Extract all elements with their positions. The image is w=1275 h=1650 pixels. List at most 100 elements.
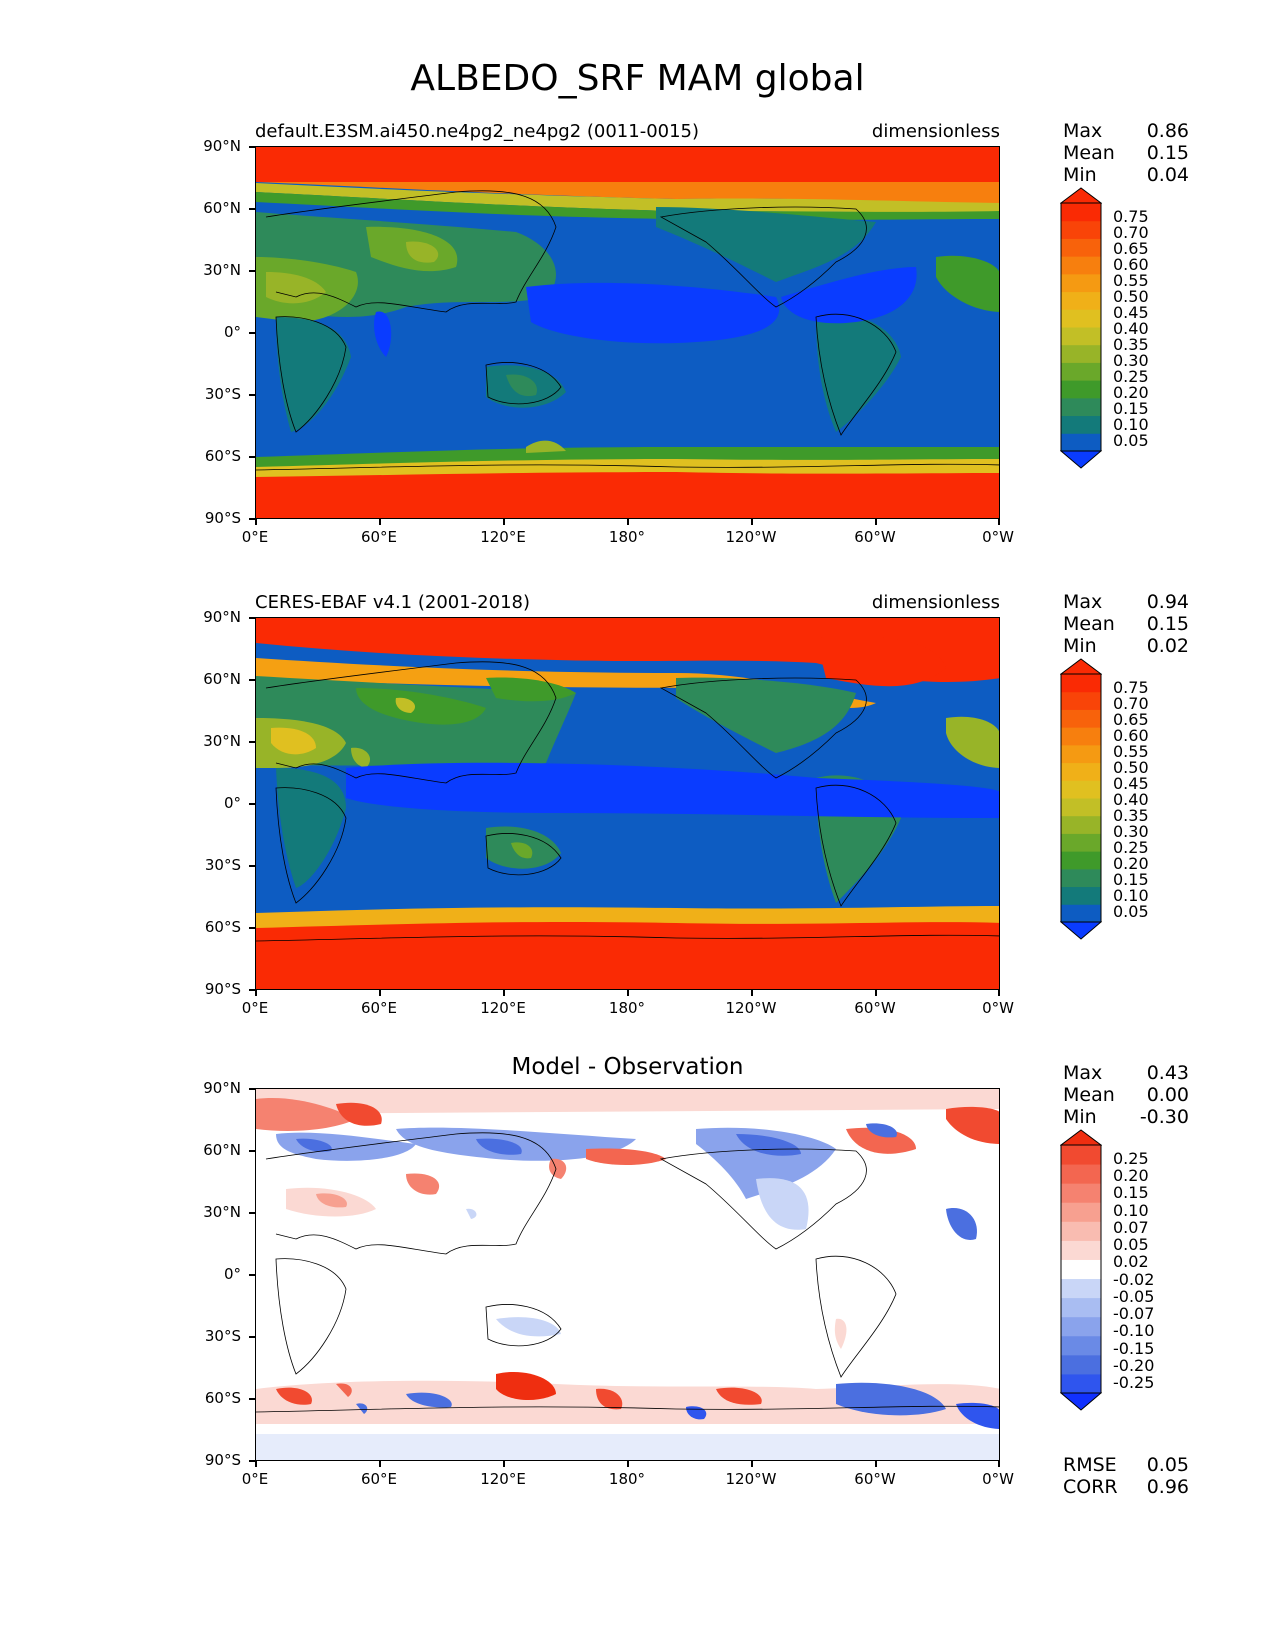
stat-label-max: Max: [1063, 120, 1103, 142]
y-tick-label: 30°S: [204, 1327, 241, 1345]
colorbar-step: [1061, 1164, 1101, 1184]
y-tick: [249, 394, 255, 396]
colorbar-tick-label: 0.55: [1113, 271, 1149, 290]
y-tick-label: 30°N: [203, 261, 241, 279]
x-tick: [255, 990, 257, 996]
x-tick: [751, 519, 753, 525]
y-tick: [249, 989, 255, 991]
x-tick-label: 180°: [608, 999, 646, 1017]
colorbar-step: [1061, 433, 1101, 452]
diff-panel: Model - Observation: [0, 1054, 1275, 1536]
colorbar-tick-label: -0.15: [1113, 1338, 1155, 1358]
x-tick-label: 120°W: [725, 999, 777, 1017]
colorbar-graphic: [1059, 658, 1103, 940]
stat-label-mean: Mean: [1063, 1084, 1115, 1106]
x-tick-label: 120°W: [725, 528, 777, 546]
y-tick-label: 60°N: [203, 670, 241, 688]
stats-box: Max 0.43 Mean 0.00 Min -0.30: [1063, 1062, 1189, 1128]
y-tick-label: 60°S: [204, 447, 241, 465]
y-tick-label: 60°S: [204, 1389, 241, 1407]
colorbar-step: [1061, 762, 1101, 781]
map-area: [255, 146, 1000, 519]
x-tick: [503, 519, 505, 525]
x-tick: [379, 1461, 381, 1467]
stat-mean: 0.15: [1146, 613, 1189, 635]
x-tick-label: 0°E: [241, 1470, 269, 1488]
colorbar-tick-label: 0.35: [1113, 806, 1149, 825]
colorbar-step: [1061, 291, 1101, 310]
x-tick-label: 180°: [608, 528, 646, 546]
colorbar-frame: [1060, 1144, 1102, 1394]
x-tick: [379, 990, 381, 996]
y-tick: [249, 208, 255, 210]
x-tick-label: 60°W: [854, 1470, 896, 1488]
colorbar-tick-label: -0.25: [1113, 1373, 1155, 1392]
y-tick: [249, 456, 255, 458]
x-tick: [998, 990, 1000, 996]
colorbar-tick-label: 0.65: [1113, 239, 1149, 258]
y-tick: [249, 1398, 255, 1400]
x-tick-label: 120°W: [725, 1470, 777, 1488]
colorbar-step: [1061, 344, 1101, 363]
stats-box: Max 0.86 Mean 0.15 Min 0.04: [1063, 120, 1189, 186]
y-tick: [249, 927, 255, 929]
colorbar-step: [1061, 380, 1101, 399]
y-tick: [249, 270, 255, 272]
stat-max: 0.43: [1146, 1062, 1189, 1084]
colorbar: [1059, 187, 1103, 473]
colorbar-tick-label: 0.45: [1113, 303, 1149, 322]
colorbar-step: [1061, 273, 1101, 293]
stat-label-min: Min: [1063, 635, 1097, 657]
y-tick-label: 30°S: [204, 856, 241, 874]
x-tick-label: 120°E: [480, 999, 526, 1017]
x-tick: [255, 519, 257, 525]
colorbar-tick-label: 0.10: [1113, 415, 1149, 434]
y-tick-label: 60°N: [203, 199, 241, 217]
colorbar-step: [1061, 1316, 1101, 1337]
y-tick: [249, 146, 255, 148]
colorbar-step: [1061, 851, 1101, 870]
colorbar-tick-label: 0.55: [1113, 742, 1149, 761]
panel-title-left: CERES-EBAF v4.1 (2001-2018): [255, 592, 531, 613]
x-tick-label: 0°E: [241, 999, 269, 1017]
colorbar-step: [1061, 327, 1101, 346]
colorbar-step: [1061, 1240, 1101, 1260]
map-area: [255, 1088, 1000, 1461]
x-tick: [627, 990, 629, 996]
error-metrics: RMSE 0.05 CORR 0.96: [1063, 1454, 1189, 1498]
colorbar-tick-label: 0.40: [1113, 790, 1149, 809]
x-tick-label: 0°W: [982, 528, 1014, 546]
y-tick: [249, 518, 255, 520]
stats-box: Max 0.94 Mean 0.15 Min 0.02: [1063, 591, 1189, 657]
colorbar-tick-label: 0.10: [1113, 886, 1149, 905]
colorbar-extend-min: [1059, 450, 1103, 469]
y-tick-label: 30°S: [204, 385, 241, 403]
y-tick: [249, 679, 255, 681]
colorbar-step: [1061, 709, 1101, 728]
x-tick: [255, 1461, 257, 1467]
y-tick-label: 0°: [223, 1265, 241, 1283]
colorbar-tick-label: 0.05: [1113, 1235, 1149, 1255]
colorbar-tick-label: 0.70: [1113, 223, 1149, 242]
corr-value: 0.96: [1146, 1476, 1189, 1498]
colorbar-step: [1061, 1335, 1101, 1356]
y-tick: [249, 1336, 255, 1338]
x-tick-label: 60°E: [360, 1470, 398, 1488]
stat-max: 0.86: [1146, 120, 1189, 142]
colorbar-tick-label: 0.60: [1113, 726, 1149, 745]
y-tick: [249, 1212, 255, 1214]
stat-max: 0.94: [1146, 591, 1189, 613]
colorbar-step: [1061, 1202, 1101, 1222]
colorbar-tick-label: 0.05: [1113, 431, 1149, 450]
y-tick-label: 90°S: [204, 1451, 241, 1469]
colorbar-tick-label: 0.45: [1113, 774, 1149, 793]
colorbar-tick-label: 0.35: [1113, 335, 1149, 354]
stat-label-min: Min: [1063, 1106, 1097, 1128]
x-tick: [627, 1461, 629, 1467]
colorbar-step: [1061, 256, 1101, 275]
colorbar-step: [1061, 397, 1101, 417]
colorbar-extend-max: [1059, 1129, 1103, 1146]
y-tick: [249, 1274, 255, 1276]
colorbar-tick-label: 0.30: [1113, 822, 1149, 841]
colorbar-tick-label: 0.70: [1113, 694, 1149, 713]
